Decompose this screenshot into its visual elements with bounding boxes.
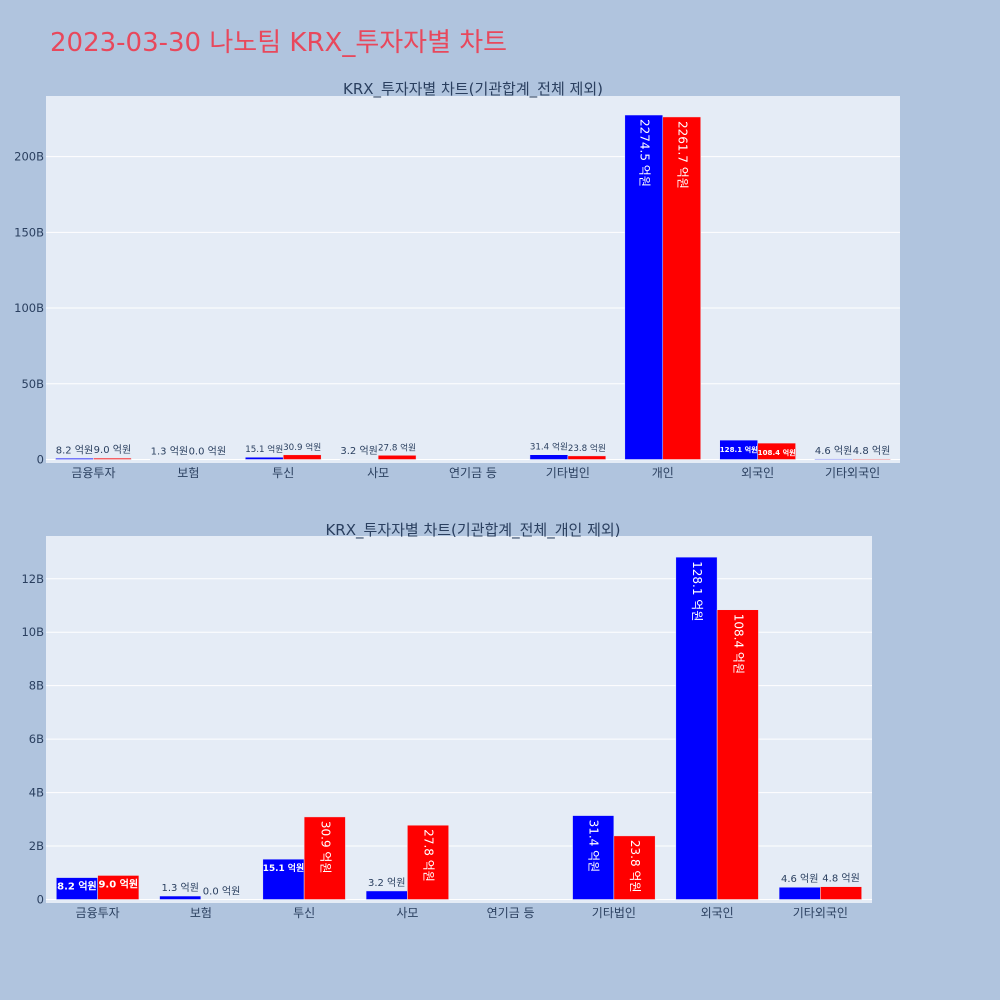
data-label: 128.1 억원 — [690, 561, 704, 621]
bar — [778, 886, 821, 900]
x-tick-label: 기타법인 — [592, 906, 636, 920]
data-label: 23.8 억원 — [568, 442, 606, 454]
bar — [613, 835, 656, 900]
bar — [159, 895, 202, 900]
data-label: 9.0 억원 — [98, 877, 138, 890]
x-tick-label: 보험 — [190, 906, 212, 920]
data-label: 23.8 억원 — [628, 840, 642, 893]
data-label: 4.6 억원 — [781, 873, 818, 885]
y-tick-label: 0 — [37, 893, 44, 907]
x-tick-label: 외국인 — [701, 906, 734, 920]
data-label: 3.2 억원 — [368, 877, 405, 889]
data-label: 30.9 억원 — [283, 441, 321, 453]
bar — [662, 116, 701, 460]
y-tick-label: 2B — [29, 839, 44, 853]
bar — [675, 556, 718, 900]
y-tick-label: 6B — [29, 732, 44, 746]
x-tick-label: 사모 — [396, 906, 418, 920]
bar — [757, 442, 796, 460]
x-tick-label: 금융투자 — [76, 906, 120, 920]
y-tick-label: 150B — [14, 225, 44, 239]
plot-area — [46, 96, 900, 463]
bar — [245, 456, 284, 460]
data-label: 27.8 억원 — [422, 829, 436, 882]
data-label: 0.0 억원 — [203, 886, 240, 898]
data-label: 4.8 억원 — [853, 445, 890, 457]
data-label: 1.3 억원 — [151, 445, 188, 457]
data-label: 31.4 억원 — [587, 820, 601, 873]
chart-2: 0 2B 4B 6B 8B 10B 12B KRX_투자자별 차트(기관합계_전체_개인 제외… — [21, 521, 872, 920]
bar — [567, 455, 607, 460]
x-tick-label: 외국인 — [741, 466, 774, 480]
data-label: 108.4 억원 — [731, 614, 745, 674]
bar — [97, 875, 140, 900]
bar — [852, 458, 891, 460]
bar — [820, 886, 862, 900]
bar — [55, 458, 94, 460]
chart-1: 0 50B 100B 150B 200B KRX_투자자별 차트(기관합계_전체 제외) 금… — [14, 80, 900, 480]
data-label: 2261.7 억원 — [675, 121, 689, 189]
x-tick-label: 금융투자 — [71, 466, 115, 480]
data-label: 128.1 억원 — [720, 445, 758, 454]
data-label: 1.3 억원 — [161, 882, 198, 894]
x-tick-label: 기타외국인 — [793, 906, 848, 920]
bar — [407, 824, 449, 900]
data-label: 4.6 억원 — [815, 445, 852, 457]
bar — [262, 858, 305, 900]
data-label: 30.9 억원 — [318, 821, 332, 874]
data-label: 15.1 억원 — [245, 443, 283, 455]
data-label: 2274.5 억원 — [637, 119, 651, 187]
x-tick-label: 사모 — [367, 466, 389, 480]
chart-subtitle: KRX_투자자별 차트(기관합계_전체_개인 제외) — [325, 521, 620, 540]
y-tick-label: 4B — [29, 786, 44, 800]
chart-subtitle: KRX_투자자별 차트(기관합계_전체 제외) — [343, 80, 603, 99]
bar — [814, 458, 853, 460]
x-tick-label: 개인 — [652, 466, 674, 480]
bar — [529, 454, 569, 460]
data-label: 27.8 억원 — [378, 441, 416, 453]
bar — [572, 815, 615, 900]
data-label: 8.2 억원 — [57, 880, 97, 893]
y-tick-label: 8B — [29, 679, 44, 693]
bar — [93, 457, 132, 460]
data-label: 4.8 억원 — [822, 873, 859, 885]
y-tick-label: 200B — [14, 150, 44, 164]
x-tick-label: 투신 — [272, 466, 294, 480]
x-tick-label: 연기금 등 — [449, 466, 497, 480]
bar — [377, 455, 417, 460]
bar — [716, 609, 759, 900]
bar — [282, 454, 322, 460]
y-tick-label: 50B — [21, 377, 44, 391]
y-tick-label: 12B — [21, 572, 44, 586]
data-label: 3.2 억원 — [340, 445, 377, 457]
data-label: 108.4 억원 — [758, 448, 796, 457]
y-tick-label: 100B — [14, 301, 44, 315]
data-label: 8.2 억원 — [56, 444, 93, 456]
data-label: 0.0 억원 — [189, 446, 226, 458]
x-tick-label: 보험 — [177, 466, 199, 480]
y-tick-label: 0 — [37, 453, 44, 467]
y-tick-label: 10B — [21, 625, 44, 639]
bar — [624, 114, 664, 460]
data-label: 31.4 억원 — [530, 441, 568, 453]
page-title: 2023-03-30 나노팀 KRX_투자자별 차트 — [50, 28, 508, 58]
x-tick-label: 기타법인 — [546, 466, 590, 480]
x-tick-label: 연기금 등 — [487, 906, 535, 920]
x-tick-label: 투신 — [293, 906, 315, 920]
data-label: 15.1 억원 — [263, 862, 304, 874]
x-tick-label: 기타외국인 — [825, 466, 880, 480]
data-label: 9.0 억원 — [94, 444, 131, 456]
bar — [365, 890, 408, 900]
bar — [303, 816, 346, 900]
